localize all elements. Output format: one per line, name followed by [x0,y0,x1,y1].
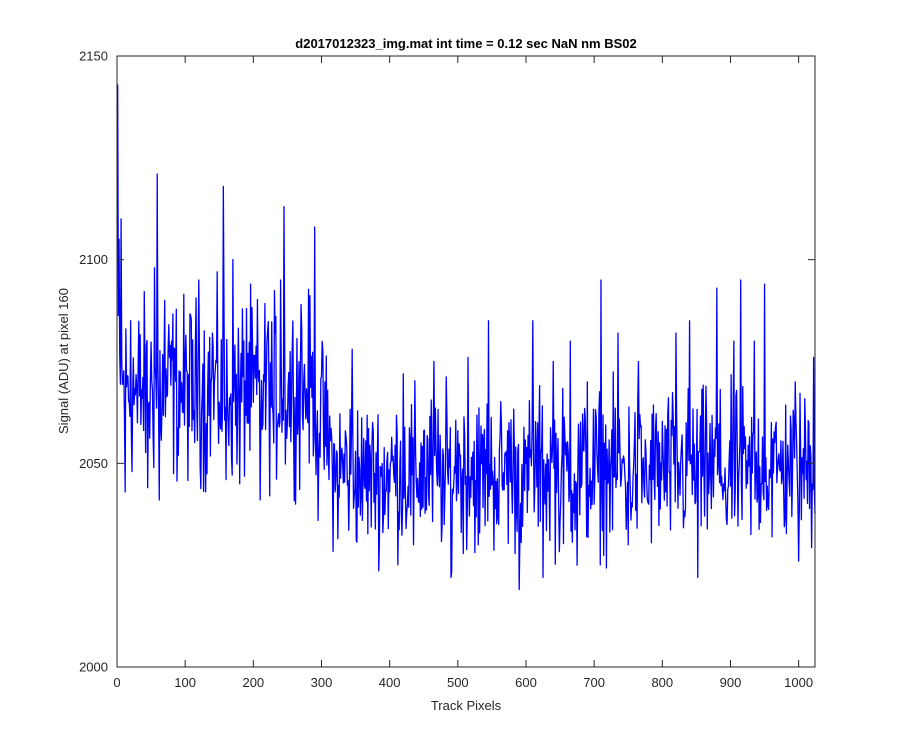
x-tick-label: 900 [720,675,742,690]
chart-title: d2017012323_img.mat int time = 0.12 sec … [295,36,636,51]
x-tick-label: 300 [311,675,333,690]
y-tick-label: 2050 [79,456,108,471]
x-tick-label: 1000 [784,675,813,690]
x-tick-label: 800 [651,675,673,690]
data-layer [117,84,816,591]
x-tick-label: 600 [515,675,537,690]
y-tick-label: 2000 [79,660,108,675]
x-axis-title: Track Pixels [431,698,502,713]
y-tick-label: 2150 [79,49,108,64]
ticks-layer: 0 100 200 300 400 500 600 700 800 900 1000 2000 2050… [79,49,815,690]
plot-area-frame [116,55,816,668]
x-tick-label: 200 [242,675,264,690]
x-tick-label: 500 [447,675,469,690]
x-tick-label: 0 [113,675,120,690]
x-tick-label: 700 [583,675,605,690]
x-tick-label: 100 [174,675,196,690]
x-tick-label: 400 [379,675,401,690]
y-tick-label: 2100 [79,252,108,267]
series-line [117,84,816,591]
y-axis-title: Signal (ADU) at pixel 160 [56,288,71,434]
